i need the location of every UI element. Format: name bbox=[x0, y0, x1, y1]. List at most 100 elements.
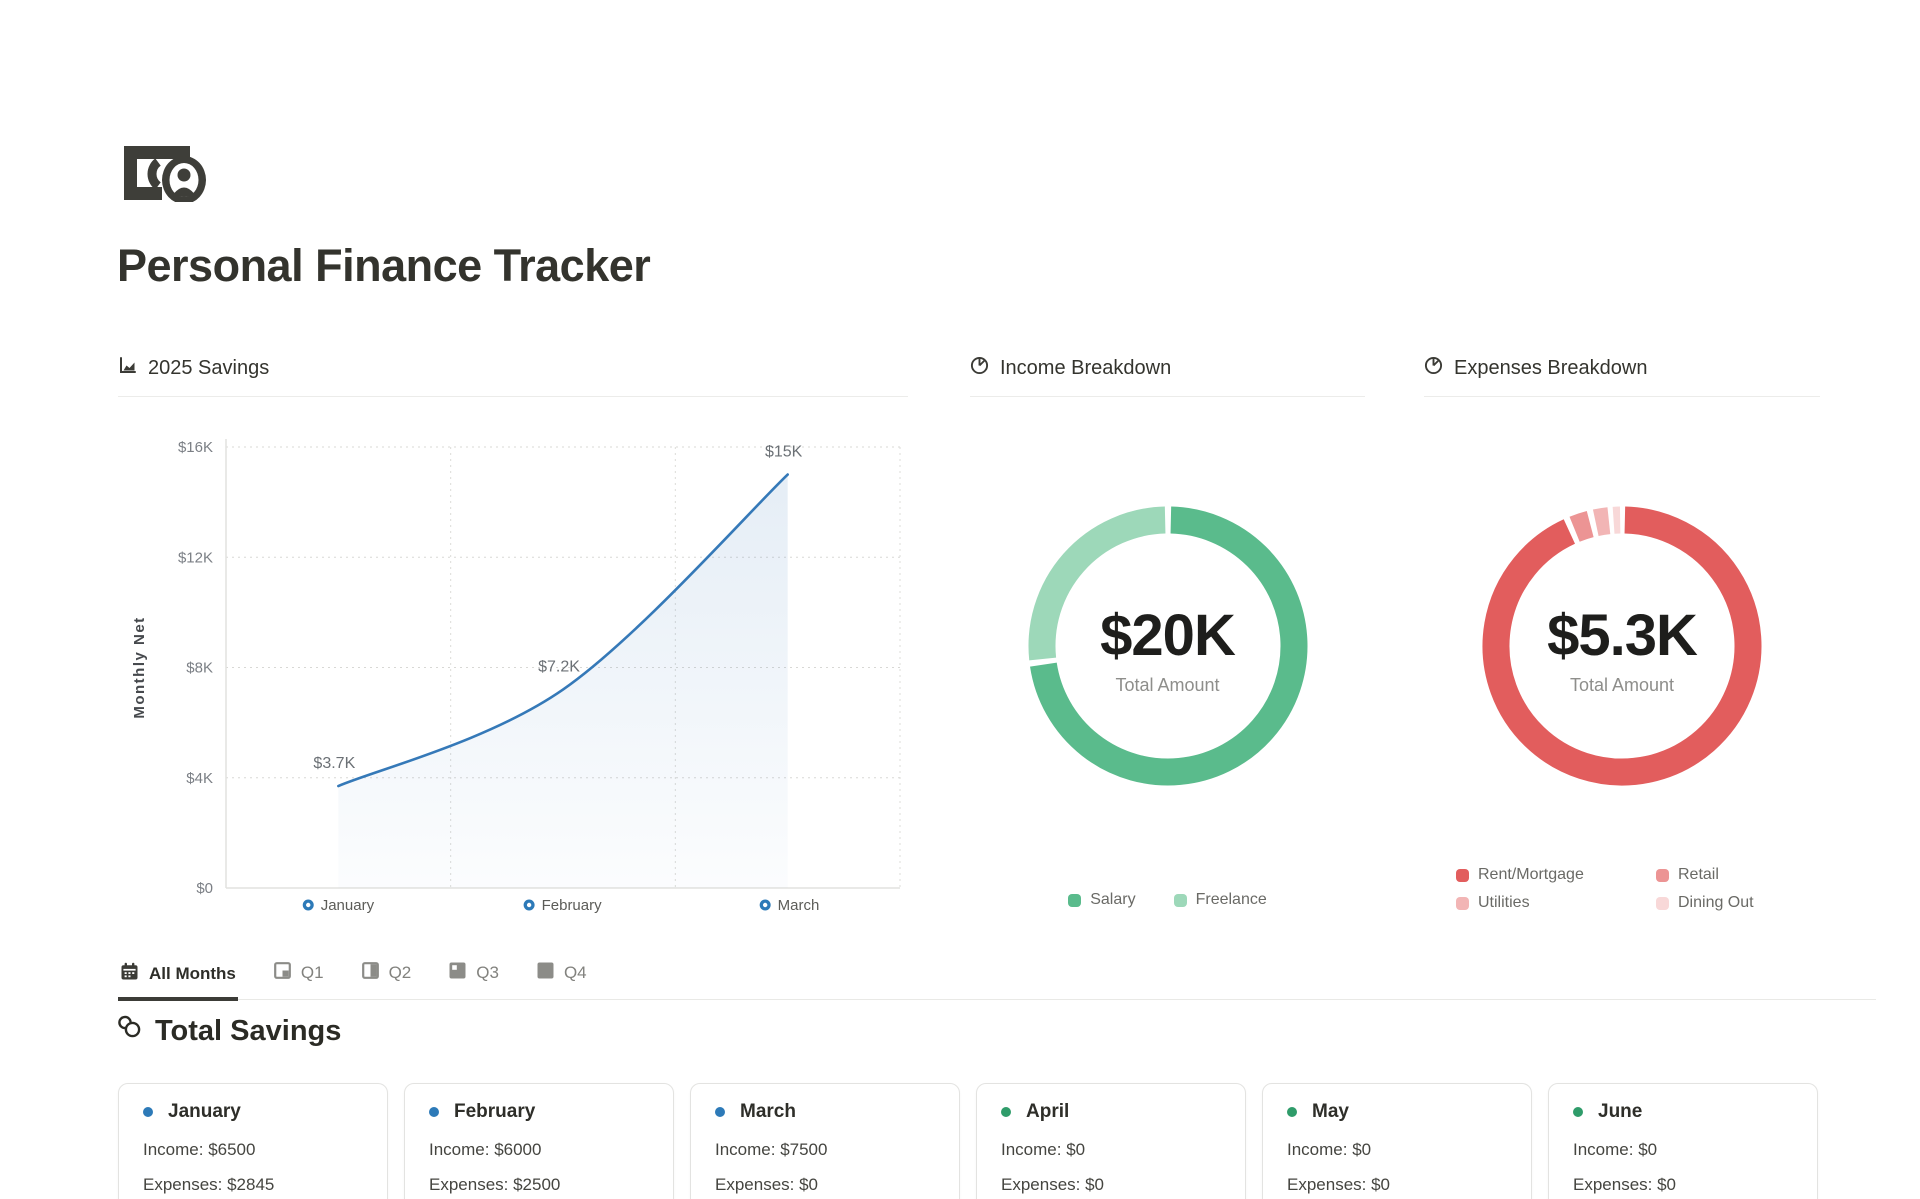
page-title: Personal Finance Tracker bbox=[117, 240, 651, 291]
tab-q3[interactable]: Q3 bbox=[447, 960, 501, 999]
q2-quarter-icon bbox=[361, 962, 379, 984]
q3-quarter-icon bbox=[449, 962, 466, 984]
tab-all-months[interactable]: All Months bbox=[118, 960, 238, 1001]
legend-label: Retail bbox=[1678, 866, 1719, 883]
svg-text:$16K: $16K bbox=[178, 439, 213, 456]
pie-chart-icon bbox=[970, 356, 989, 381]
pie-chart-icon bbox=[1424, 356, 1443, 381]
month-marker-icon bbox=[429, 1107, 439, 1117]
legend-label: Salary bbox=[1090, 891, 1136, 908]
income-line: Income: $7500 bbox=[715, 1140, 828, 1159]
expenses-line: Expenses: $0 bbox=[1287, 1175, 1391, 1194]
income-section-header: Income Breakdown bbox=[970, 356, 1365, 397]
legend-label: Freelance bbox=[1195, 891, 1267, 908]
month-marker-icon bbox=[1001, 1107, 1011, 1117]
svg-text:Monthly Net: Monthly Net bbox=[131, 616, 148, 718]
svg-text:$0: $0 bbox=[196, 880, 213, 897]
month-name: May bbox=[1312, 1101, 1349, 1122]
month-card-header: March bbox=[715, 1101, 935, 1123]
svg-text:$15K: $15K bbox=[765, 444, 803, 461]
expenses-line: Expenses: $0 bbox=[1573, 1175, 1677, 1194]
svg-text:$4K: $4K bbox=[186, 770, 213, 787]
legend-swatch-icon bbox=[1173, 893, 1187, 907]
expenses-section-header: Expenses Breakdown bbox=[1424, 356, 1820, 397]
expenses-line: Expenses: $0 bbox=[1001, 1175, 1105, 1194]
month-name: April bbox=[1026, 1101, 1070, 1122]
legend-item: Utilities bbox=[1456, 894, 1634, 912]
legend-swatch-icon bbox=[1068, 893, 1082, 907]
month-card-header: January bbox=[143, 1101, 363, 1123]
savings-line-chart: $16K $12K $8K $4K $0 $3.7K $7.2K $15K January Feb… bbox=[131, 439, 901, 914]
month-card-header: February bbox=[429, 1101, 649, 1123]
svg-text:$12K: $12K bbox=[178, 549, 213, 566]
area-chart-icon bbox=[118, 356, 137, 381]
income-donut: $20K Total Amount bbox=[1023, 501, 1313, 796]
income-line: Income: $0 bbox=[1001, 1140, 1086, 1159]
month-name: June bbox=[1598, 1101, 1643, 1122]
month-marker-icon bbox=[143, 1107, 153, 1117]
expenses-total-value: $5.3K bbox=[1547, 602, 1698, 668]
quarter-filter-tabs: All Months Q1 Q2 Q3 Q4 bbox=[118, 960, 1876, 1001]
month-marker-icon bbox=[715, 1107, 725, 1117]
svg-text:$3.7K: $3.7K bbox=[313, 755, 355, 772]
month-card-header: May bbox=[1287, 1101, 1507, 1123]
income-line: Income: $0 bbox=[1287, 1140, 1372, 1159]
month-name: January bbox=[168, 1101, 241, 1122]
expenses-legend: Rent/Mortgage Retail Utilities Dining Out bbox=[1424, 866, 1820, 912]
legend-label: Utilities bbox=[1478, 894, 1530, 911]
savings-section-title: 2025 Savings bbox=[148, 357, 270, 379]
income-line: Income: $6500 bbox=[143, 1140, 256, 1159]
expenses-section: Expenses Breakdown $5.3K Total Amount Re… bbox=[1424, 356, 1820, 912]
q1-quarter-icon bbox=[273, 962, 291, 984]
coins-icon bbox=[116, 1014, 143, 1049]
month-card-header: April bbox=[1001, 1101, 1221, 1123]
income-line: Income: $0 bbox=[1573, 1140, 1658, 1159]
legend-item: Freelance bbox=[1173, 891, 1267, 909]
expenses-line: Expenses: $2845 bbox=[143, 1175, 275, 1194]
legend-swatch-icon bbox=[1456, 868, 1469, 882]
month-marker-icon bbox=[1287, 1107, 1297, 1117]
savings-section-header: 2025 Savings bbox=[118, 356, 908, 397]
income-line: Income: $6000 bbox=[429, 1140, 542, 1159]
tab-label: Q1 bbox=[300, 963, 324, 982]
total-savings-heading: Total Savings bbox=[116, 1014, 341, 1049]
legend-item: Dining Out bbox=[1656, 894, 1820, 912]
money-coin-icon bbox=[120, 136, 218, 207]
expenses-line: Expenses: $0 bbox=[715, 1175, 819, 1194]
q4-quarter-icon bbox=[537, 962, 554, 984]
tab-q1[interactable]: Q1 bbox=[272, 960, 326, 999]
month-card-header: June bbox=[1573, 1101, 1793, 1123]
tab-q2[interactable]: Q2 bbox=[360, 960, 414, 999]
income-section-title: Income Breakdown bbox=[1000, 357, 1172, 379]
svg-text:$8K: $8K bbox=[186, 660, 213, 677]
tab-q4[interactable]: Q4 bbox=[535, 960, 589, 999]
income-total-label: Total Amount bbox=[1115, 674, 1220, 695]
total-savings-title: Total Savings bbox=[155, 1015, 342, 1047]
savings-section: 2025 Savings $16K $12K $8K $4K $0 $3.7K $7.2K $… bbox=[118, 356, 908, 939]
expenses-total-label: Total Amount bbox=[1569, 674, 1675, 695]
month-marker-icon bbox=[1573, 1107, 1583, 1117]
legend-item: Rent/Mortgage bbox=[1456, 866, 1634, 884]
expenses-line: Expenses: $2500 bbox=[429, 1175, 561, 1194]
expenses-section-title: Expenses Breakdown bbox=[1454, 357, 1648, 379]
calendar-icon bbox=[120, 962, 139, 986]
tab-label: Q4 bbox=[563, 963, 587, 982]
svg-text:February: February bbox=[542, 897, 603, 914]
svg-text:March: March bbox=[778, 897, 820, 914]
tab-label: All Months bbox=[149, 964, 236, 983]
svg-text:January: January bbox=[321, 897, 375, 914]
tab-label: Q2 bbox=[388, 963, 412, 982]
legend-label: Rent/Mortgage bbox=[1478, 866, 1584, 883]
legend-swatch-icon bbox=[1656, 868, 1669, 882]
svg-text:$7.2K: $7.2K bbox=[538, 659, 580, 676]
legend-swatch-icon bbox=[1456, 896, 1469, 910]
tab-label: Q3 bbox=[476, 963, 499, 982]
